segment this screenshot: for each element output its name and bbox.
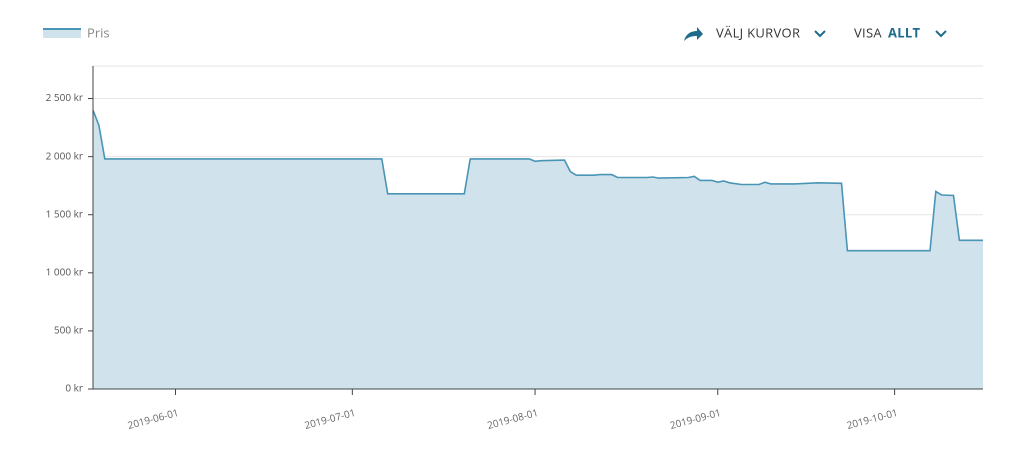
y-tick-label: 1 000 kr <box>46 264 83 278</box>
legend-label: Pris <box>87 23 110 41</box>
show-button[interactable]: VISA ALLT <box>854 23 947 41</box>
y-tick-label: 1 500 kr <box>46 206 83 220</box>
curves-button[interactable]: VÄLJ KURVOR <box>684 23 826 41</box>
legend-swatch <box>43 29 81 38</box>
x-tick-label: 2019-06-01 <box>126 405 180 432</box>
y-tick-label: 0 kr <box>65 381 83 395</box>
chevron <box>935 30 947 38</box>
show-value: ALLT <box>888 23 921 41</box>
y-tick-label: 500 kr <box>54 323 83 337</box>
x-tick-label: 2019-10-01 <box>845 405 899 432</box>
curves-label: VÄLJ KURVOR <box>716 23 800 41</box>
y-tick-label: 2 500 kr <box>46 90 83 104</box>
x-tick-label: 2019-07-01 <box>303 405 357 432</box>
legend[interactable]: Pris <box>43 23 110 41</box>
area-fill <box>93 110 983 389</box>
share-icon <box>684 27 703 41</box>
show-label: VISA <box>854 23 882 41</box>
x-tick-label: 2019-09-01 <box>668 405 722 432</box>
price-line <box>92 109 983 252</box>
chevron <box>814 30 826 38</box>
y-tick-label: 2 000 kr <box>46 148 83 162</box>
x-tick-label: 2019-08-01 <box>485 405 539 432</box>
